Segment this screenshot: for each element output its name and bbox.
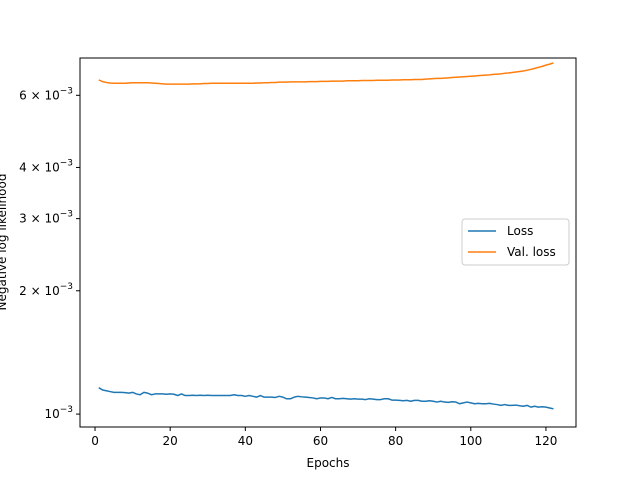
x-tick-label: 100 (459, 434, 482, 448)
x-tick-label: 40 (238, 434, 253, 448)
x-tick-label: 120 (534, 434, 557, 448)
series-line-val-loss (98, 62, 554, 85)
x-tick-label: 0 (91, 434, 99, 448)
plot-frame (79, 57, 577, 428)
y-tick-label: 10−3 (44, 405, 73, 421)
y-axis-label: Negative log likelihood (0, 174, 9, 311)
y-tick-label: 6 × 10−3 (19, 86, 73, 102)
ticks-layer: 0 20 40 60 80 100 120 10−3 2 × 10−3 3 × 10−3 4 × 1… (19, 86, 557, 448)
x-tick-label: 80 (388, 434, 403, 448)
y-tick-label: 4 × 10−3 (19, 158, 73, 174)
x-tick-label: 60 (313, 434, 328, 448)
series-line-loss (98, 387, 554, 410)
series-layer (98, 62, 554, 410)
legend-label: Loss (507, 224, 533, 238)
x-axis-label: Epochs (307, 456, 350, 470)
legend: Loss Val. loss (461, 218, 570, 266)
x-tick-label: 20 (163, 434, 178, 448)
y-tick-label: 3 × 10−3 (19, 210, 73, 226)
y-tick-label: 2 × 10−3 (19, 282, 73, 298)
legend-label: Val. loss (507, 245, 556, 259)
